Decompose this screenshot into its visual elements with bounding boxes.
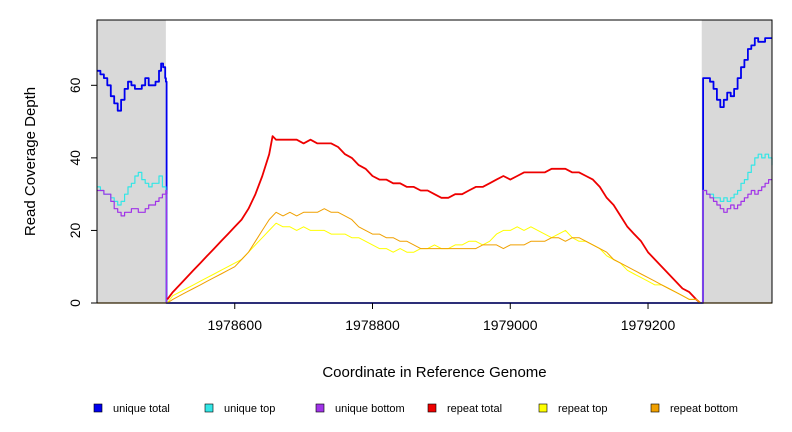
legend-swatch — [538, 403, 548, 413]
x-tick-label: 1978800 — [345, 317, 400, 333]
legend-item: repeat top — [538, 403, 608, 415]
plot-frame — [96, 19, 773, 304]
shaded-regions — [97, 20, 772, 303]
legend-label: repeat top — [558, 403, 608, 415]
series-unique-top — [97, 153, 773, 304]
legend-item: unique bottom — [315, 403, 405, 415]
legend-label: unique top — [224, 403, 275, 415]
series-lines — [97, 37, 773, 304]
legend-item: unique total — [93, 403, 170, 415]
legend-swatch — [427, 403, 437, 413]
legend-swatch — [204, 403, 214, 413]
shaded-region-2 — [701, 20, 772, 303]
series-repeat-bottom — [167, 208, 701, 304]
legend-label: unique total — [113, 403, 170, 415]
y-tick-label: 40 — [67, 150, 83, 166]
legend-item: unique top — [204, 403, 275, 415]
x-tick-label: 1979200 — [621, 317, 676, 333]
legend-swatch — [93, 403, 103, 413]
legend-label: repeat total — [447, 403, 502, 415]
y-tick-label: 20 — [67, 222, 83, 238]
legend: unique total unique top unique bottom repea… — [93, 403, 738, 415]
axes: 1978600 1978800 1979000 1979200 0 20 40 60 — [67, 77, 675, 333]
x-tick-label: 1978600 — [207, 317, 262, 333]
x-axis-title: Coordinate in Reference Genome — [322, 364, 546, 381]
series-unique-total — [97, 37, 772, 304]
y-axis-title: Read Coverage Depth — [22, 87, 39, 236]
legend-swatch — [650, 403, 660, 413]
legend-swatch — [315, 403, 325, 413]
series-unique-bottom — [97, 179, 772, 304]
legend-item: repeat total — [427, 403, 502, 415]
y-tick-label: 60 — [67, 77, 83, 93]
legend-item: repeat bottom — [650, 403, 738, 415]
legend-label: repeat bottom — [670, 403, 738, 415]
shaded-region-1 — [97, 20, 166, 303]
legend-label: unique bottom — [335, 403, 405, 415]
series-repeat-total — [166, 135, 701, 304]
x-tick-label: 1979000 — [483, 317, 538, 333]
y-tick-label: 0 — [67, 299, 83, 307]
